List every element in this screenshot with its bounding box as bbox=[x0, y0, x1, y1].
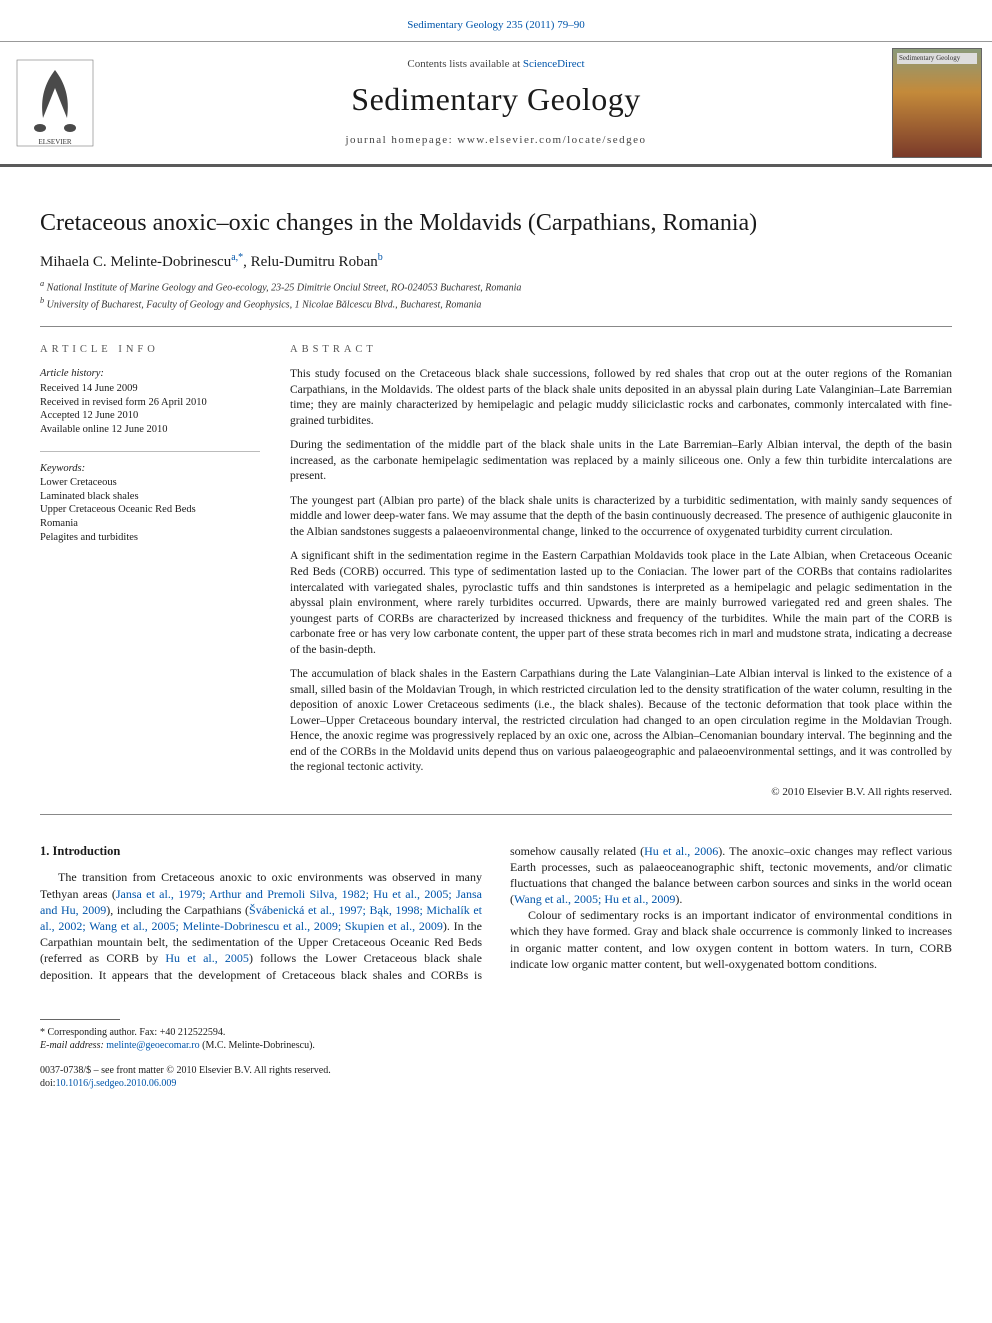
section-heading: 1. Introduction bbox=[40, 843, 482, 860]
footnotes: * Corresponding author. Fax: +40 2125225… bbox=[40, 1026, 952, 1052]
homepage-prefix: journal homepage: bbox=[346, 134, 458, 146]
abstract-paragraph: The youngest part (Albian pro parte) of … bbox=[290, 494, 952, 541]
email-link[interactable]: melinte@geoecomar.ro bbox=[106, 1040, 199, 1051]
keyword: Upper Cretaceous Oceanic Red Beds bbox=[40, 503, 260, 517]
affiliation-a: a National Institute of Marine Geology a… bbox=[40, 278, 952, 295]
abstract-heading: abstract bbox=[290, 343, 952, 357]
abstract-paragraph: During the sedimentation of the middle p… bbox=[290, 438, 952, 485]
body-paragraph: Colour of sedimentary rocks is an import… bbox=[510, 907, 952, 972]
corresponding-author-footnote: * Corresponding author. Fax: +40 2125225… bbox=[40, 1026, 952, 1039]
elsevier-logo: ELSEVIER bbox=[10, 53, 100, 153]
email-label: E-mail address: bbox=[40, 1040, 104, 1051]
affiliations: a National Institute of Marine Geology a… bbox=[40, 278, 952, 312]
affiliation-b: b University of Bucharest, Faculty of Ge… bbox=[40, 295, 952, 312]
history-line: Available online 12 June 2010 bbox=[40, 423, 260, 437]
divider bbox=[40, 814, 952, 815]
homepage-url: www.elsevier.com/locate/sedgeo bbox=[457, 134, 646, 146]
divider bbox=[40, 326, 952, 327]
journal-cover-thumbnail: Sedimentary Geology bbox=[892, 48, 982, 158]
abstract-paragraph: The accumulation of black shales in the … bbox=[290, 667, 952, 776]
keyword: Laminated black shales bbox=[40, 490, 260, 504]
article-info-heading: article info bbox=[40, 343, 260, 357]
journal-reference: Sedimentary Geology 235 (2011) 79–90 bbox=[0, 0, 992, 41]
sciencedirect-link[interactable]: ScienceDirect bbox=[523, 58, 585, 70]
keywords-block: Keywords: Lower Cretaceous Laminated bla… bbox=[40, 462, 260, 545]
citation-link[interactable]: Hu et al., 2005 bbox=[165, 951, 249, 965]
body-two-column: 1. Introduction The transition from Cret… bbox=[40, 843, 952, 983]
cover-label: Sedimentary Geology bbox=[897, 53, 977, 64]
authors: Mihaela C. Melinte-Dobrinescua,*, Relu-D… bbox=[40, 251, 952, 272]
issn-copyright-line: 0037-0738/$ – see front matter © 2010 El… bbox=[40, 1064, 952, 1078]
abstract-column: abstract This study focused on the Creta… bbox=[290, 343, 952, 799]
history-line: Received 14 June 2009 bbox=[40, 382, 260, 396]
journal-header-band: ELSEVIER Contents lists available at Sci… bbox=[0, 41, 992, 167]
doi-line: doi:10.1016/j.sedgeo.2010.06.009 bbox=[40, 1077, 952, 1091]
divider bbox=[40, 451, 260, 452]
history-title: Article history: bbox=[40, 367, 260, 381]
author-2: , Relu-Dumitru Roban bbox=[243, 254, 378, 270]
footnote-rule bbox=[40, 1019, 120, 1020]
citation-link[interactable]: Hu et al., 2006 bbox=[644, 844, 718, 858]
journal-title: Sedimentary Geology bbox=[100, 78, 892, 121]
article-history-block: Article history: Received 14 June 2009 R… bbox=[40, 367, 260, 436]
article-title: Cretaceous anoxic–oxic changes in the Mo… bbox=[40, 207, 952, 239]
journal-reference-link[interactable]: Sedimentary Geology 235 (2011) 79–90 bbox=[407, 19, 584, 31]
doi-link[interactable]: 10.1016/j.sedgeo.2010.06.009 bbox=[56, 1078, 177, 1089]
homepage-line: journal homepage: www.elsevier.com/locat… bbox=[100, 133, 892, 148]
history-line: Accepted 12 June 2010 bbox=[40, 409, 260, 423]
footer-block: 0037-0738/$ – see front matter © 2010 El… bbox=[40, 1064, 952, 1091]
abstract-paragraph: This study focused on the Cretaceous bla… bbox=[290, 367, 952, 429]
author-1: Mihaela C. Melinte-Dobrinescu bbox=[40, 254, 231, 270]
abstract-copyright: © 2010 Elsevier B.V. All rights reserved… bbox=[290, 785, 952, 800]
citation-link[interactable]: Wang et al., 2005; Hu et al., 2009 bbox=[514, 892, 675, 906]
contents-prefix: Contents lists available at bbox=[407, 58, 522, 70]
keywords-title: Keywords: bbox=[40, 462, 260, 476]
email-footnote: E-mail address: melinte@geoecomar.ro (M.… bbox=[40, 1039, 952, 1052]
keyword: Pelagites and turbidites bbox=[40, 531, 260, 545]
svg-text:ELSEVIER: ELSEVIER bbox=[38, 138, 71, 146]
email-suffix: (M.C. Melinte-Dobrinescu). bbox=[202, 1040, 315, 1051]
header-center: Contents lists available at ScienceDirec… bbox=[100, 57, 892, 148]
contents-line: Contents lists available at ScienceDirec… bbox=[100, 57, 892, 72]
abstract-paragraph: A significant shift in the sedimentation… bbox=[290, 549, 952, 658]
author-2-affil-link[interactable]: b bbox=[378, 252, 383, 263]
keyword: Romania bbox=[40, 517, 260, 531]
article-info-column: article info Article history: Received 1… bbox=[40, 343, 260, 799]
keyword: Lower Cretaceous bbox=[40, 476, 260, 490]
history-line: Received in revised form 26 April 2010 bbox=[40, 396, 260, 410]
